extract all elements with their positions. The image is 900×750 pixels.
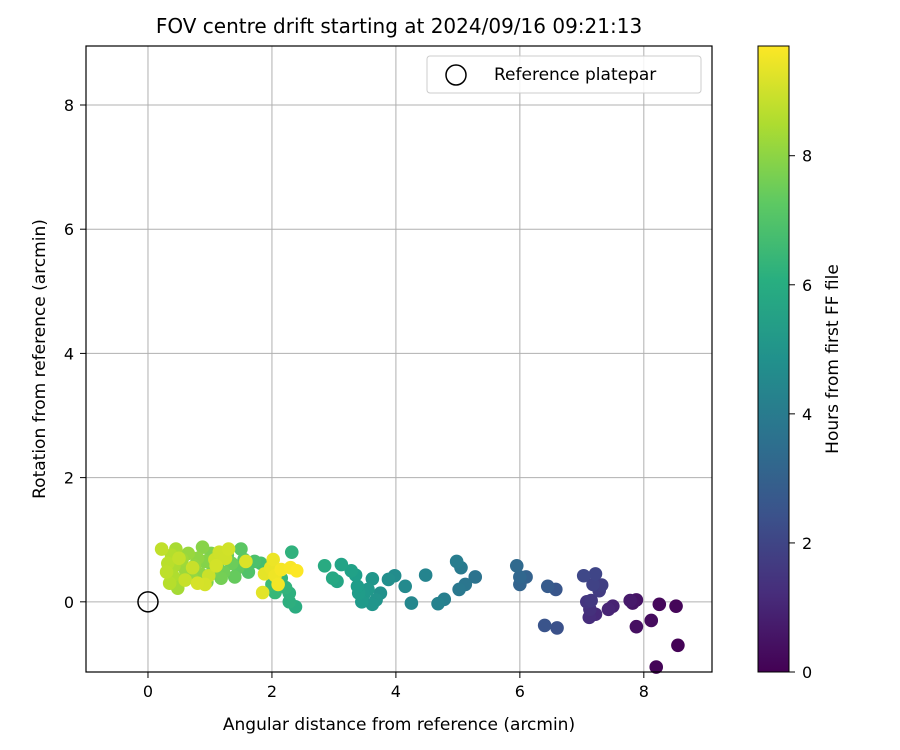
- grid-lines: [86, 46, 712, 672]
- chart-title: FOV centre drift starting at 2024/09/16 …: [156, 14, 642, 38]
- data-point: [398, 579, 412, 594]
- y-axis-ticks: 0 2 4 6 8: [64, 96, 86, 612]
- data-point: [195, 540, 210, 554]
- data-point: [185, 560, 200, 575]
- data-point: [588, 567, 603, 581]
- y-tick-label: 0: [64, 593, 74, 612]
- colorbar-tick-label: 6: [802, 276, 812, 295]
- data-point: [289, 563, 304, 578]
- data-point: [550, 621, 564, 635]
- data-point: [468, 570, 483, 584]
- y-tick-label: 4: [64, 344, 74, 363]
- data-point: [365, 597, 380, 612]
- data-point: [209, 559, 223, 573]
- data-point: [241, 565, 256, 579]
- y-tick-label: 2: [64, 469, 74, 488]
- x-tick-label: 2: [267, 682, 277, 701]
- legend: Reference platepar: [426, 55, 702, 94]
- data-point: [644, 613, 659, 628]
- data-point: [381, 572, 396, 587]
- colorbar: [757, 45, 790, 673]
- y-tick-label: 8: [64, 96, 74, 115]
- x-tick-label: 0: [143, 682, 153, 701]
- data-point: [234, 542, 248, 556]
- y-tick-label: 6: [64, 220, 74, 239]
- data-points: [154, 540, 685, 674]
- data-point: [404, 596, 419, 610]
- y-axis-label: Rotation from reference (arcmin): [30, 219, 50, 499]
- data-point: [431, 596, 445, 611]
- data-point: [271, 577, 285, 592]
- data-point: [449, 554, 464, 569]
- data-point: [629, 619, 644, 634]
- data-point: [452, 582, 466, 597]
- data-point: [601, 602, 616, 617]
- data-point: [586, 577, 600, 592]
- data-point: [513, 570, 527, 584]
- data-point: [239, 554, 253, 569]
- data-point: [154, 542, 169, 556]
- data-point: [227, 570, 242, 584]
- data-point: [584, 593, 598, 608]
- data-point: [509, 559, 524, 573]
- data-point: [214, 571, 228, 586]
- colorbar-label: Hours from first FF file: [823, 264, 843, 454]
- data-point: [221, 542, 236, 556]
- data-point: [365, 572, 380, 586]
- data-point: [649, 660, 664, 674]
- data-point: [172, 551, 186, 566]
- x-tick-label: 8: [639, 682, 649, 701]
- colorbar-tick-label: 8: [802, 147, 812, 166]
- data-point: [652, 597, 667, 612]
- data-point: [266, 552, 280, 567]
- data-point: [623, 593, 637, 608]
- data-point: [178, 573, 192, 587]
- data-point: [540, 579, 555, 594]
- x-axis-label: Angular distance from reference (arcmin): [223, 715, 575, 735]
- data-point: [190, 576, 205, 590]
- colorbar-tick-label: 4: [802, 405, 812, 424]
- reference-marker-layer: [137, 591, 159, 613]
- legend-box: [426, 55, 702, 94]
- legend-marker-icon: [445, 64, 467, 86]
- data-point: [418, 568, 433, 582]
- legend-entry-reference: Reference platepar: [494, 65, 656, 85]
- data-point: [344, 563, 359, 578]
- data-point: [576, 568, 591, 583]
- data-point: [334, 557, 349, 572]
- data-point: [669, 599, 683, 613]
- colorbar-ticks: 0 2 4 6 8: [789, 147, 812, 682]
- data-point: [162, 576, 177, 590]
- data-point: [671, 638, 685, 653]
- reference-platepar-marker: [137, 591, 159, 613]
- data-point: [159, 565, 174, 579]
- data-point: [350, 579, 365, 594]
- data-point: [284, 545, 299, 559]
- x-tick-label: 4: [391, 682, 401, 701]
- colorbar-tick-label: 2: [802, 534, 812, 553]
- data-point: [537, 618, 552, 633]
- x-tick-label: 6: [515, 682, 525, 701]
- data-point: [255, 585, 270, 600]
- x-axis-ticks: 0 2 4 6 8: [143, 672, 649, 701]
- data-point: [325, 571, 340, 586]
- data-point: [317, 559, 332, 573]
- plot-frame: [85, 45, 713, 673]
- colorbar-tick-label: 0: [802, 663, 812, 682]
